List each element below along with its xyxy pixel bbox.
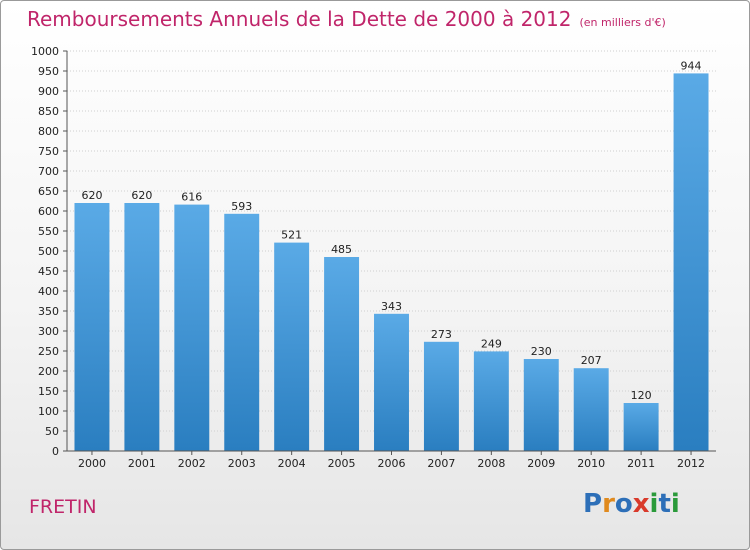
bar-2000 [74, 203, 110, 451]
y-tick-label: 950 [38, 65, 59, 78]
x-tick-label-2000: 2000 [78, 457, 106, 470]
chart-unit-note: (en milliers d'€) [579, 16, 666, 29]
data-label-2004: 521 [281, 229, 302, 242]
data-label-2011: 120 [631, 389, 652, 402]
logo-letter: i [670, 489, 680, 519]
data-label-2003: 593 [231, 200, 252, 213]
bars [74, 73, 709, 452]
logo-letter: x [632, 489, 650, 519]
bar-2002 [174, 204, 210, 451]
y-tick-label: 550 [38, 225, 59, 238]
x-tick-label-2001: 2001 [128, 457, 156, 470]
y-tick-label: 900 [38, 85, 59, 98]
bar-2009 [523, 359, 559, 451]
data-label-2006: 343 [381, 300, 402, 313]
logo-letter: o [614, 489, 633, 519]
x-tick-label-2007: 2007 [427, 457, 455, 470]
data-label-2010: 207 [581, 354, 602, 367]
x-tick-label-2010: 2010 [577, 457, 605, 470]
logo-letter: P [583, 489, 603, 519]
y-tick-label: 100 [38, 405, 59, 418]
data-label-2001: 620 [131, 189, 152, 202]
x-tick-label-2002: 2002 [178, 457, 206, 470]
data-label-2005: 485 [331, 243, 352, 256]
x-tick-label-2009: 2009 [527, 457, 555, 470]
y-tick-label: 450 [38, 265, 59, 278]
data-label-2012: 944 [681, 59, 702, 72]
y-tick-label: 800 [38, 125, 59, 138]
y-axis: 0 50 100 150 200 250 300 350 400 450 500 550 600 650 7… [31, 45, 68, 458]
proxiti-logo: Proxiti [583, 489, 680, 519]
y-tick-label: 50 [45, 425, 59, 438]
logo-letter: r [602, 489, 615, 519]
logo-letter: t [658, 489, 671, 519]
commune-name: FRETIN [29, 496, 97, 518]
data-label-2000: 620 [81, 189, 102, 202]
bar-2008 [473, 351, 509, 451]
y-tick-label: 600 [38, 205, 59, 218]
y-tick-label: 850 [38, 105, 59, 118]
y-tick-label: 700 [38, 165, 59, 178]
data-label-2007: 273 [431, 328, 452, 341]
y-tick-label: 750 [38, 145, 59, 158]
x-tick-label-2003: 2003 [228, 457, 256, 470]
bar-2007 [423, 341, 459, 451]
data-label-2009: 230 [531, 345, 552, 358]
bar-2005 [324, 257, 360, 451]
x-tick-label-2011: 2011 [627, 457, 655, 470]
x-axis: 2000 2001 2002 2003 2004 2005 2006 2007 2008 2009… [67, 450, 716, 470]
bar-2012 [673, 73, 709, 452]
y-tick-label: 500 [38, 245, 59, 258]
data-label-2008: 249 [481, 337, 502, 350]
y-tick-label: 400 [38, 285, 59, 298]
y-tick-label: 150 [38, 385, 59, 398]
bar-2003 [224, 213, 260, 451]
logo-letter: i [649, 489, 659, 519]
bar-2011 [623, 403, 659, 451]
bar-2010 [573, 368, 609, 451]
x-tick-label-2012: 2012 [677, 457, 705, 470]
chart-title-text: Remboursements Annuels de la Dette de 20… [27, 7, 572, 31]
data-labels: 620 620 616 593 521 485 343 273 249 230 207 120 944 [81, 59, 701, 402]
y-tick-label: 1000 [31, 45, 59, 58]
y-tick-label: 200 [38, 365, 59, 378]
y-tick-label: 650 [38, 185, 59, 198]
x-tick-label-2008: 2008 [477, 457, 505, 470]
x-tick-label-2004: 2004 [278, 457, 306, 470]
bar-2001 [124, 203, 160, 451]
y-tick-label: 350 [38, 305, 59, 318]
chart-title: Remboursements Annuels de la Dette de 20… [27, 7, 666, 31]
bar-2004 [274, 242, 310, 451]
data-label-2002: 616 [181, 191, 202, 204]
x-tick-label-2006: 2006 [378, 457, 406, 470]
x-tick-label-2005: 2005 [328, 457, 356, 470]
y-tick-label: 0 [52, 445, 59, 458]
y-tick-label: 300 [38, 325, 59, 338]
y-tick-label: 250 [38, 345, 59, 358]
bar-2006 [374, 313, 409, 451]
